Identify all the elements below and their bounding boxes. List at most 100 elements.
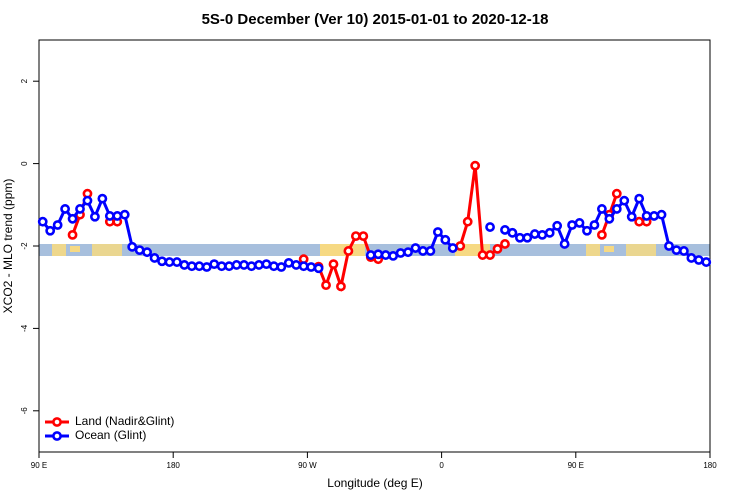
data-point — [447, 243, 458, 253]
data-point — [224, 261, 235, 272]
data-point — [350, 231, 361, 242]
data-point — [82, 195, 93, 206]
data-point — [529, 229, 540, 239]
data-point — [283, 257, 294, 268]
data-point — [641, 211, 652, 221]
data-point — [477, 250, 488, 260]
data-point — [67, 213, 78, 224]
data-point — [485, 250, 495, 260]
data-point — [45, 225, 56, 236]
data-point — [254, 260, 264, 270]
data-point — [321, 280, 331, 291]
data-point — [634, 216, 645, 227]
data-point — [500, 239, 510, 249]
data-point — [656, 209, 667, 220]
chart-title: 5S-0 December (Ver 10) 2015-01-01 to 202… — [202, 11, 549, 28]
map-strip — [39, 244, 710, 256]
data-point — [149, 253, 160, 263]
y-axis-label: XCO2 - MLO trend (ppm) — [1, 179, 15, 314]
data-point — [567, 220, 577, 230]
y-tick-label: -4 — [20, 324, 29, 332]
legend-label: Land (Nadir&Glint) — [75, 414, 174, 428]
data-point — [60, 204, 70, 214]
data-point — [611, 188, 622, 199]
data-point — [246, 261, 257, 272]
y-tick-label: 0 — [20, 161, 29, 166]
data-point — [194, 261, 205, 272]
data-point — [626, 211, 637, 222]
data-point — [589, 220, 600, 230]
y-tick-label: -6 — [20, 407, 29, 415]
y-tick-label: -2 — [20, 242, 29, 250]
data-point — [522, 232, 533, 243]
data-point — [582, 225, 592, 236]
data-point — [75, 204, 85, 214]
data-point — [664, 241, 674, 251]
data-point — [380, 250, 391, 260]
data-point — [507, 227, 518, 238]
legend-marker — [52, 417, 62, 427]
data-point — [619, 195, 630, 206]
data-point — [432, 227, 443, 237]
data-point — [403, 247, 413, 258]
data-point — [418, 246, 428, 256]
data-point — [306, 262, 317, 272]
data-point — [514, 232, 525, 243]
x-tick-label: 90 W — [298, 461, 317, 470]
data-point — [410, 243, 421, 253]
y-tick-label: 2 — [20, 78, 29, 83]
x-tick-label: 90 E — [568, 461, 584, 470]
data-point — [455, 241, 466, 251]
data-point — [634, 193, 645, 204]
data-point — [104, 211, 115, 221]
legend-marker — [52, 431, 62, 441]
data-point — [395, 248, 406, 258]
data-point — [671, 245, 682, 256]
data-point — [313, 263, 324, 274]
data-point — [701, 257, 712, 267]
data-point — [336, 281, 346, 292]
data-point — [142, 247, 153, 258]
x-axis-label: Longitude (deg E) — [327, 476, 422, 490]
data-point — [440, 234, 451, 245]
data-point — [358, 231, 369, 242]
data-point — [276, 262, 287, 272]
data-point — [492, 243, 503, 254]
data-point — [596, 204, 607, 214]
data-point — [298, 261, 309, 272]
data-point — [216, 261, 227, 272]
data-point — [574, 218, 585, 228]
data-point — [611, 204, 622, 214]
x-tick-label: 180 — [167, 461, 181, 470]
data-point — [201, 262, 212, 272]
data-point — [52, 220, 63, 230]
data-point — [186, 261, 197, 272]
data-point — [373, 249, 384, 260]
data-point — [559, 239, 570, 249]
data-point — [97, 193, 108, 204]
data-point — [537, 229, 548, 240]
data-point — [500, 225, 510, 235]
data-point — [134, 245, 145, 256]
legend-label: Ocean (Glint) — [75, 428, 146, 442]
data-point — [485, 222, 495, 232]
data-point — [119, 209, 130, 220]
data-point — [90, 211, 100, 222]
data-point — [604, 213, 615, 224]
data-point — [388, 250, 399, 261]
data-point — [462, 216, 473, 227]
data-point — [172, 257, 182, 267]
data-point — [596, 229, 607, 240]
data-point — [544, 227, 555, 238]
data-point — [693, 255, 704, 265]
data-point — [328, 259, 339, 270]
data-point — [261, 259, 272, 270]
data-point — [67, 229, 78, 240]
data-point — [343, 246, 354, 256]
x-tick-label: 180 — [703, 461, 717, 470]
data-point — [291, 260, 302, 270]
data-point — [209, 259, 220, 270]
data-point — [679, 246, 689, 256]
data-point — [470, 160, 481, 171]
